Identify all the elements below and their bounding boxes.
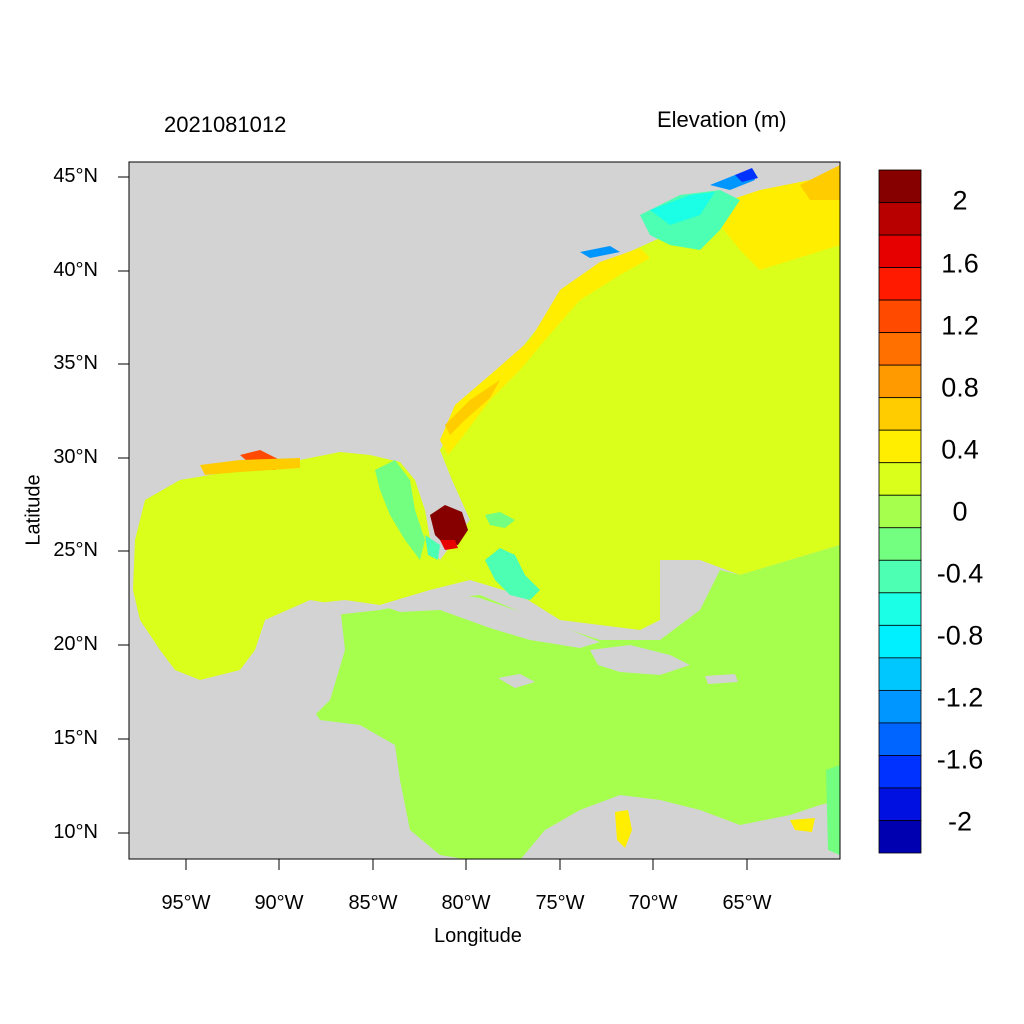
variable-title: Elevation (m): [657, 107, 787, 132]
ytick-label: 45°N: [53, 165, 98, 187]
colorbar-label: -2: [947, 806, 972, 837]
colorbar: [878, 169, 922, 854]
east-coast-band: [440, 248, 650, 455]
ytick-label: 30°N: [53, 446, 98, 468]
x-axis-title: Longitude: [434, 925, 522, 947]
xtick-label: 65°W: [722, 892, 772, 914]
xtick-label: 90°W: [254, 892, 304, 914]
hispaniola: [590, 645, 690, 675]
cuba: [380, 590, 600, 648]
gulf-of-maine-core: [650, 192, 715, 225]
colorbar-swatch: [878, 820, 922, 854]
colorbar-label: -0.4: [936, 558, 984, 589]
south-america: [520, 795, 840, 859]
map-plot-area: [129, 162, 840, 859]
gulf-of-mexico: [133, 452, 470, 680]
jamaica: [498, 674, 535, 688]
colorbar-swatch: [878, 722, 922, 756]
yucatan: [265, 600, 345, 715]
colorbar-label: 0.8: [941, 372, 979, 403]
colorbar-swatch: [878, 267, 922, 301]
central-america: [129, 720, 429, 859]
colorbar-swatch: [878, 397, 922, 431]
colorbar-swatch: [878, 429, 922, 464]
colorbar-swatch: [878, 364, 922, 399]
ytick-label: 25°N: [53, 539, 98, 561]
bahamas-north: [485, 512, 515, 528]
xtick-label: 75°W: [535, 892, 585, 914]
colorbar-swatch: [878, 657, 922, 691]
colorbar-swatch: [878, 169, 922, 203]
bahamas-bank: [485, 548, 540, 600]
colorbar-label: -1.6: [936, 744, 984, 775]
xtick-label: 85°W: [348, 892, 398, 914]
bay-of-fundy-min: [735, 168, 758, 182]
colorbar-swatch: [878, 592, 922, 626]
colorbar-label: -1.2: [936, 682, 984, 713]
florida-keys: [440, 540, 458, 550]
y-tick-marks: [118, 176, 129, 834]
nova-scotia-anomaly: [800, 165, 840, 200]
colorbar-label: 1.2: [941, 310, 979, 341]
florida-bay-low: [425, 535, 440, 560]
florida-surge: [430, 505, 468, 545]
ytick-label: 10°N: [53, 821, 98, 843]
ytick-label: 35°N: [53, 352, 98, 374]
ytick-label: 20°N: [53, 633, 98, 655]
colorbar-label: 2: [952, 185, 968, 216]
colorbar-swatch: [878, 234, 922, 268]
louisiana-coast: [200, 458, 300, 475]
date-label: 2021081012: [164, 112, 287, 137]
puerto-rico: [705, 674, 738, 684]
maracaibo: [615, 810, 632, 848]
ytick-label: 15°N: [53, 727, 98, 749]
colorbar-swatch: [878, 624, 922, 659]
colorbar-swatch: [878, 527, 922, 561]
colorbar-swatch: [878, 332, 922, 366]
colorbar-label: -0.8: [936, 620, 984, 651]
colorbar-swatch: [878, 689, 922, 724]
ytick-label: 40°N: [53, 259, 98, 281]
xtick-label: 80°W: [441, 892, 491, 914]
x-tick-marks: [185, 859, 748, 870]
colorbar-swatch: [878, 462, 922, 496]
atlantic-ocean: [440, 195, 840, 630]
colorbar-swatch: [878, 559, 922, 594]
colorbar-label: 0: [952, 496, 968, 527]
colorbar-swatch: [878, 202, 922, 236]
xtick-label: 70°W: [628, 892, 678, 914]
caribbean-sea: [310, 545, 840, 859]
map-frame: [128, 161, 841, 860]
carolina-surge: [445, 380, 500, 435]
colorbar-swatch: [878, 755, 922, 789]
west-florida-shelf: [375, 460, 425, 560]
colorbar-label: 0.4: [941, 434, 979, 465]
y-axis-title: Latitude: [22, 474, 45, 546]
colorbar-swatch: [878, 299, 922, 334]
colorbar-swatch: [878, 787, 922, 821]
lesser-antilles-edge: [826, 765, 840, 855]
xtick-label: 95°W: [161, 892, 211, 914]
colorbar-label: 1.6: [941, 248, 979, 279]
long-island-low: [580, 246, 620, 258]
colorbar-swatch: [878, 494, 922, 529]
venezuela-coast-surge: [790, 818, 815, 832]
